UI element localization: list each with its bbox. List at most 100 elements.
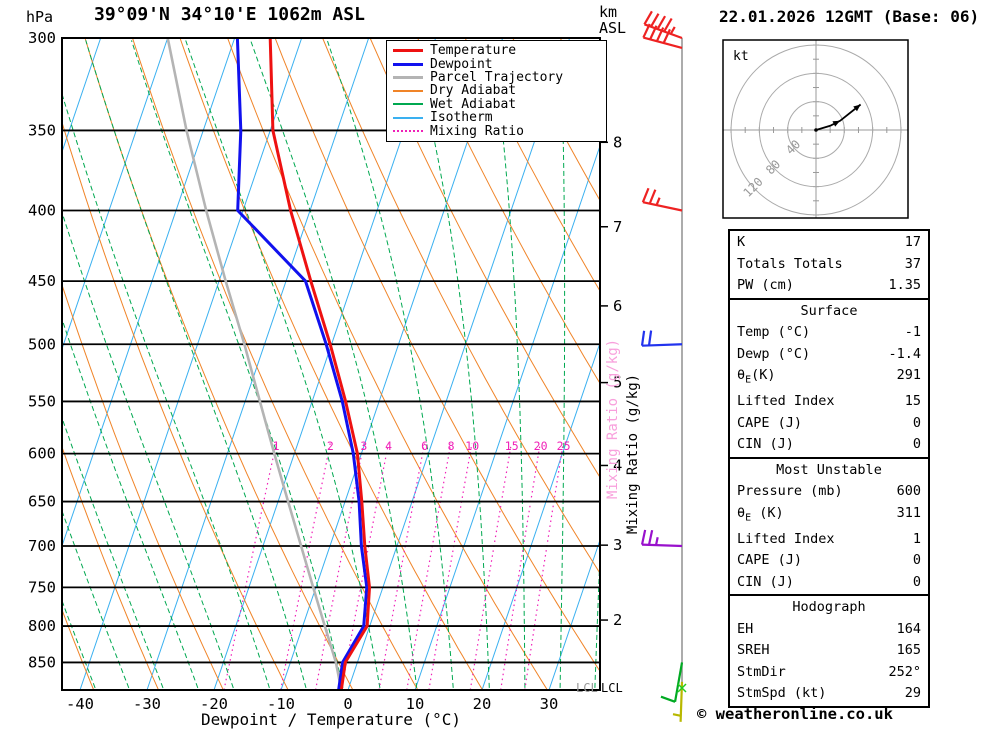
stat-label: PW (cm) [737, 277, 794, 293]
svg-text:-30: -30 [133, 695, 161, 713]
stat-row: K 17 [730, 232, 928, 254]
stat-value: 0 [912, 573, 921, 590]
stat-value: 600 [896, 483, 921, 500]
temperature-curve [268, 38, 371, 690]
legend-line-sample [393, 116, 423, 119]
stat-row: CAPE (J) 0 [730, 413, 928, 435]
stat-value: 164 [896, 620, 921, 637]
stat-row: Lifted Index 15 [730, 391, 928, 413]
stat-row: CIN (J) 0 [730, 434, 928, 456]
svg-text:20: 20 [473, 695, 492, 713]
svg-text:700: 700 [28, 537, 56, 555]
svg-text:400: 400 [28, 201, 56, 219]
svg-text:600: 600 [28, 445, 56, 463]
svg-text:4: 4 [385, 439, 392, 453]
svg-text:4: 4 [613, 456, 622, 474]
stat-value: 252° [888, 663, 921, 680]
legend-item-label: Temperature [430, 43, 517, 59]
wind-barb [643, 10, 683, 40]
legend-item-wet-adiabat: Wet Adiabat [393, 98, 600, 111]
stat-row: Lifted Index 1 [730, 529, 928, 551]
svg-text:0: 0 [343, 695, 352, 713]
stat-row: EH 164 [730, 619, 928, 641]
stat-row: CIN (J) 0 [730, 572, 928, 594]
stat-value: 1 [912, 530, 921, 547]
stat-label: Dewp (°C) [737, 345, 811, 362]
svg-text:30: 30 [540, 695, 559, 713]
stat-row: PW (cm) 1.35 [730, 275, 928, 297]
svg-text:10: 10 [406, 695, 425, 713]
svg-text:800: 800 [28, 617, 56, 635]
legend-item-label: Dry Adiabat [430, 83, 517, 99]
stat-value: 37 [904, 255, 921, 272]
legend-line-sample [393, 62, 423, 66]
legend-item-mixing-ratio: Mixing Ratio [393, 123, 600, 139]
stat-label: SREH [737, 642, 770, 659]
svg-text:300: 300 [28, 29, 56, 47]
stats-section-header: Hodograph [792, 599, 866, 616]
svg-text:8: 8 [613, 133, 622, 151]
stat-row: StmSpd (kt) 29 [730, 683, 928, 705]
stat-value: 15 [904, 393, 921, 410]
stat-value: 291 [896, 367, 921, 383]
copyright: © weatheronline.co.uk [697, 705, 893, 723]
svg-text:350: 350 [28, 121, 56, 139]
parcel-trajectory-curve [166, 38, 343, 690]
stat-label: θE(K) [737, 367, 776, 386]
dewpoint-curve [235, 38, 369, 690]
svg-text:850: 850 [28, 653, 56, 671]
hodograph-unit-label: kt [733, 49, 749, 64]
stats-section-header: Most Unstable [776, 461, 882, 478]
wind-barb [660, 662, 684, 703]
legend-item-dewpoint: Dewpoint [393, 56, 600, 72]
stat-row: Dewp (°C) -1.4 [730, 344, 928, 366]
stat-value: 29 [904, 685, 921, 702]
svg-text:20: 20 [534, 439, 548, 453]
stat-value: 0 [912, 552, 921, 569]
legend-line-sample [393, 49, 423, 53]
svg-text:550: 550 [28, 392, 56, 410]
legend-item-label: Dewpoint [430, 56, 493, 72]
svg-text:10: 10 [465, 439, 479, 453]
stat-label: EH [737, 620, 754, 637]
x-axis-label: Dewpoint / Temperature (°C) [200, 710, 462, 729]
stats-section-header: Surface [800, 302, 858, 319]
wind-barb [640, 529, 683, 548]
temp-axis-labels: -40 -30 -20 -10 0 10 20 30 [66, 695, 558, 713]
legend-line-sample [393, 75, 423, 79]
km-axis: 8 7 6 5 4 3 2 [600, 133, 622, 629]
stat-label: K [737, 234, 746, 250]
legend-item-temperature: Temperature [393, 44, 600, 57]
stat-label: Lifted Index [737, 393, 835, 410]
hodograph-ring-label: 40 [783, 137, 803, 157]
wind-barb [640, 330, 683, 347]
stats-section: K 17 Totals Totals 37 PW (cm) 1.35 [730, 231, 928, 298]
legend-item-label: Isotherm [430, 110, 493, 126]
stat-value: 1.35 [888, 277, 921, 293]
legend-line-sample [393, 103, 423, 106]
legend-item-label: Mixing Ratio [430, 123, 524, 139]
legend-item-label: Wet Adiabat [430, 96, 517, 112]
svg-text:750: 750 [28, 578, 56, 596]
legend: Temperature Dewpoint Parcel Trajectory Dry … [386, 40, 607, 142]
stat-row: StmDir 252° [730, 662, 928, 684]
mixing-ratio-axis-label: Mixing Ratio (g/kg) [625, 373, 641, 535]
stat-label: Pressure (mb) [737, 483, 843, 500]
km-label: km [599, 3, 618, 21]
stat-row: θE (K) 311 [730, 503, 928, 529]
stat-label: Temp (°C) [737, 324, 811, 340]
stats-section-hodograph: Hodograph EH 164 SREH 165 StmDir 252° StmSpd (k… [730, 594, 928, 706]
background-grid [62, 38, 600, 690]
lcl-label: LCL [601, 681, 623, 695]
asl-label: ASL [599, 19, 627, 37]
mixing-ratio-axis-label-pink: Mixing Ratio (g/kg) [605, 338, 621, 500]
stat-row: Temp (°C) -1 [730, 322, 928, 344]
stats-section-most-unstable: Most Unstable Pressure (mb) 600 θE (K) 311 Li… [730, 456, 928, 595]
stat-value: 311 [896, 504, 921, 521]
svg-text:3: 3 [613, 536, 622, 554]
stat-label: θE (K) [737, 504, 784, 524]
svg-text:500: 500 [28, 335, 56, 353]
